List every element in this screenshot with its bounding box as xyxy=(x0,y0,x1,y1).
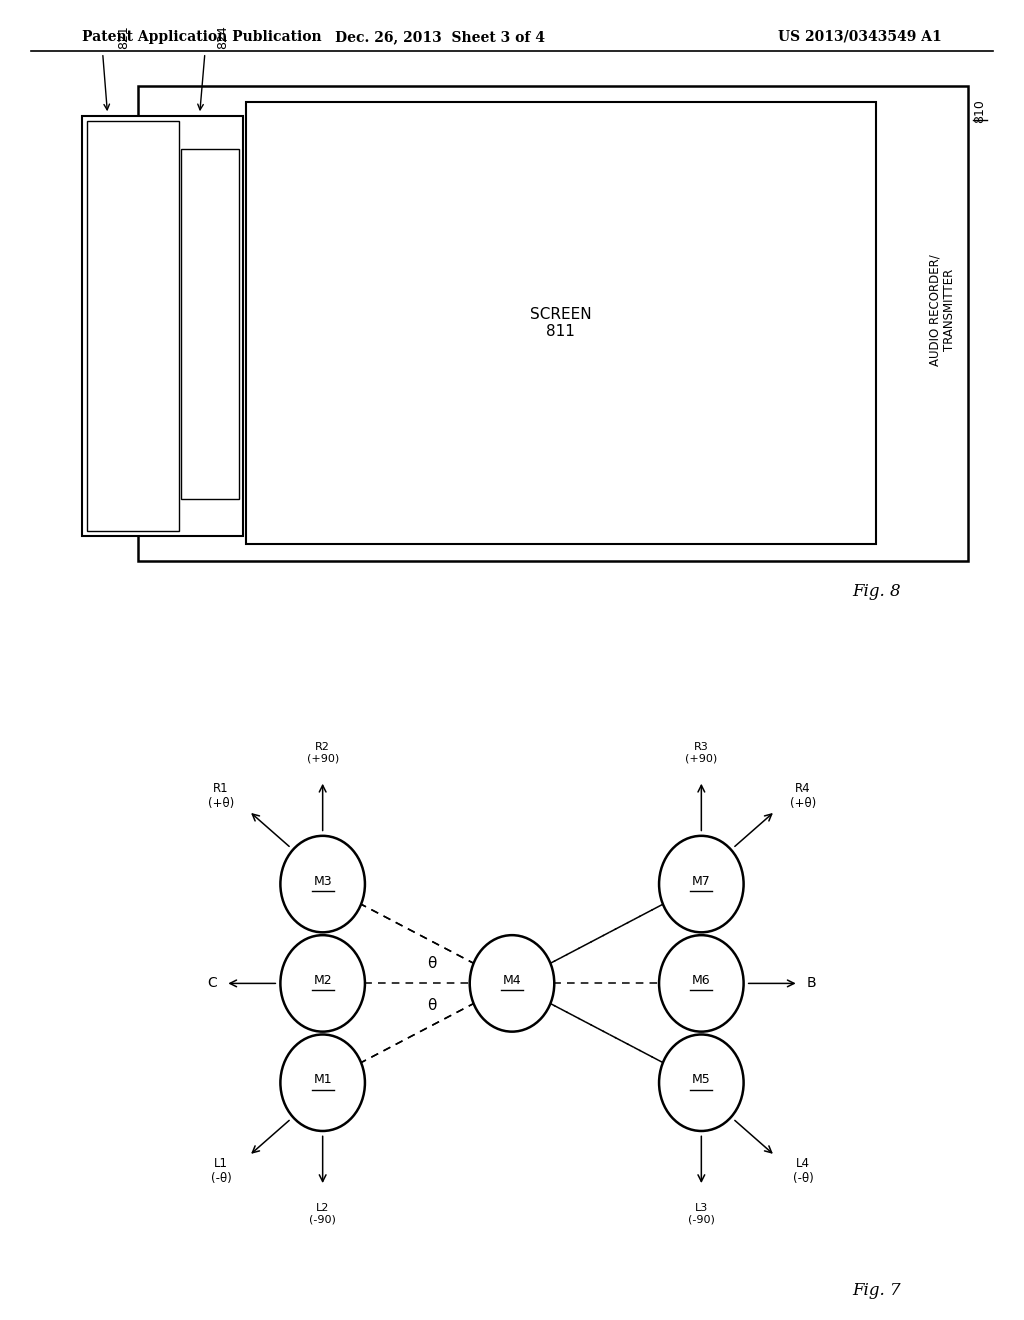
Text: L1
(-θ): L1 (-θ) xyxy=(211,1156,231,1185)
Text: R3
(+90): R3 (+90) xyxy=(685,742,718,764)
Text: R2
(+90): R2 (+90) xyxy=(306,742,339,764)
Bar xyxy=(181,149,239,499)
Bar xyxy=(82,116,243,536)
Ellipse shape xyxy=(470,935,554,1032)
Text: OMNIDIRECTIONAL
MICROPHONE
ARRAY: OMNIDIRECTIONAL MICROPHONE ARRAY xyxy=(117,280,150,372)
Ellipse shape xyxy=(659,935,743,1032)
Text: M2: M2 xyxy=(313,974,332,987)
Text: θ: θ xyxy=(427,998,436,1012)
Text: C: C xyxy=(208,977,217,990)
Text: Dec. 26, 2013  Sheet 3 of 4: Dec. 26, 2013 Sheet 3 of 4 xyxy=(335,30,546,44)
Text: R4
(+θ): R4 (+θ) xyxy=(790,781,816,810)
Text: B: B xyxy=(807,977,816,990)
Text: SCREEN
811: SCREEN 811 xyxy=(529,306,592,339)
Text: 822: 822 xyxy=(151,407,160,426)
Ellipse shape xyxy=(281,1035,365,1131)
Bar xyxy=(138,86,968,561)
Text: M6: M6 xyxy=(692,974,711,987)
Text: 824: 824 xyxy=(216,25,229,49)
Ellipse shape xyxy=(281,836,365,932)
Text: Fig. 8: Fig. 8 xyxy=(853,583,901,599)
Text: 810: 810 xyxy=(974,99,986,123)
Text: 823: 823 xyxy=(218,401,228,421)
Bar xyxy=(87,121,179,531)
Text: M4: M4 xyxy=(503,974,521,987)
Text: M7: M7 xyxy=(692,875,711,887)
Text: L4
(-θ): L4 (-θ) xyxy=(793,1156,813,1185)
Text: R1
(+θ): R1 (+θ) xyxy=(208,781,234,810)
Text: L3
(-90): L3 (-90) xyxy=(688,1203,715,1225)
Ellipse shape xyxy=(659,836,743,932)
Text: US 2013/0343549 A1: US 2013/0343549 A1 xyxy=(778,30,942,44)
Text: Patent Application Publication: Patent Application Publication xyxy=(82,30,322,44)
Text: 821: 821 xyxy=(117,25,130,49)
Ellipse shape xyxy=(281,935,365,1032)
Text: M5: M5 xyxy=(692,1073,711,1086)
Text: L2
(-90): L2 (-90) xyxy=(309,1203,336,1225)
Text: M3: M3 xyxy=(313,875,332,887)
Text: BEAMFORMER: BEAMFORMER xyxy=(205,289,215,359)
Text: M1: M1 xyxy=(313,1073,332,1086)
Bar xyxy=(246,102,876,544)
Text: Fig. 7: Fig. 7 xyxy=(853,1283,901,1299)
Text: θ: θ xyxy=(427,956,436,972)
Ellipse shape xyxy=(659,1035,743,1131)
Text: AUDIO RECORDER/
TRANSMITTER: AUDIO RECORDER/ TRANSMITTER xyxy=(928,255,956,366)
